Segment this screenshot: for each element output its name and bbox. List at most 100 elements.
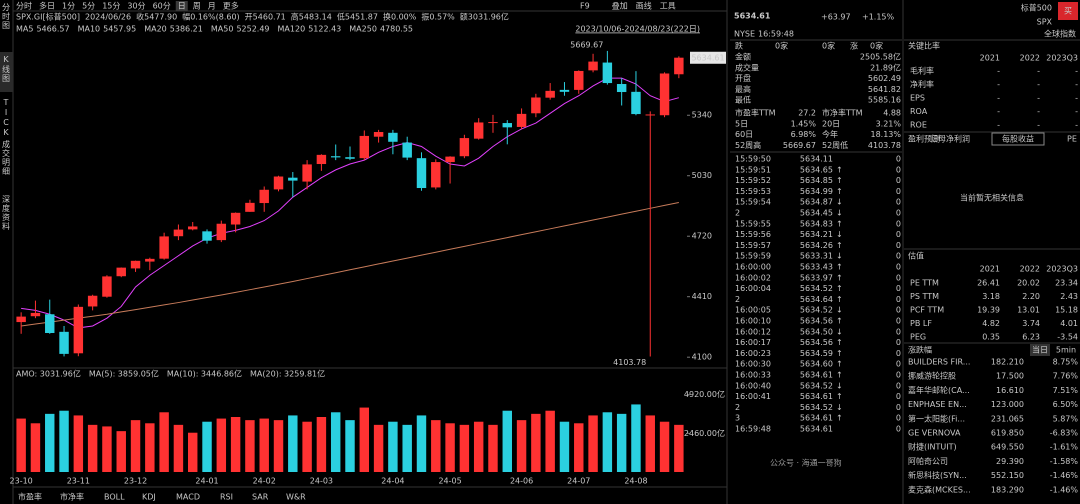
tick-price: 5634.56 xyxy=(800,338,833,347)
breadth: 0家 xyxy=(775,41,788,51)
period-button[interactable]: 60分 xyxy=(153,2,171,11)
stock-name[interactable]: 第一太阳能(Fi... xyxy=(908,413,965,423)
stock-price: 183.290 xyxy=(991,485,1024,494)
candle-body xyxy=(245,202,255,212)
stock-name[interactable]: 财捷(INTUIT) xyxy=(908,442,957,452)
tick-time: 2 xyxy=(735,403,740,412)
stock-name[interactable]: ENPHASE EN... xyxy=(908,400,967,409)
stock-name[interactable]: 阿帕奇公司 xyxy=(908,456,948,466)
tool-button[interactable]: 画线 xyxy=(636,1,652,11)
cell: 15.18 xyxy=(1055,306,1078,315)
volume-bar xyxy=(674,424,684,472)
period-button[interactable]: 1分 xyxy=(62,2,75,11)
forecast-tab[interactable]: 每股收益 xyxy=(1002,134,1034,144)
tick-time: 16:00:04 xyxy=(735,284,771,293)
period-button[interactable]: 分时 xyxy=(16,1,32,11)
period-button[interactable]: 日 xyxy=(178,2,186,11)
tick-time: 2 xyxy=(735,295,740,304)
ma-legend: MA50 xyxy=(211,25,234,34)
candle-body xyxy=(59,331,69,354)
stock-name[interactable]: GE VERNOVA xyxy=(908,429,961,438)
period-button[interactable]: 更多 xyxy=(223,1,239,11)
indicator-tab[interactable]: W&R xyxy=(286,493,306,502)
period-button[interactable]: 5分 xyxy=(82,2,95,11)
tool-button[interactable]: 叠加 xyxy=(612,1,628,11)
indicator-tab[interactable]: 市净率 xyxy=(60,492,84,502)
stock-change: -6.83% xyxy=(1050,429,1079,438)
indicator-tab[interactable]: BOLL xyxy=(104,493,125,502)
candle-body xyxy=(116,267,126,277)
candle-body xyxy=(373,132,384,137)
period-button[interactable]: 月 xyxy=(208,2,216,11)
stock-price: 16.610 xyxy=(996,386,1024,395)
tick-direction: ↑ xyxy=(836,295,843,304)
stat-label: 今年 xyxy=(822,129,838,139)
stock-name[interactable]: 嘉年华邮轮(CA... xyxy=(908,385,970,395)
forecast-tab[interactable]: 归母净利润 xyxy=(930,134,970,144)
stock-name[interactable]: 挪威游轮控股 xyxy=(908,371,956,381)
candle-body xyxy=(402,142,412,158)
tool-button[interactable]: F9 xyxy=(580,2,590,11)
buy-button[interactable]: 买 xyxy=(1064,7,1072,16)
indicator-tab[interactable]: RSI xyxy=(220,493,233,502)
tick-volume: 0 xyxy=(896,165,901,174)
side-tab[interactable]: K线图 xyxy=(2,55,11,83)
volume-bar xyxy=(173,424,184,472)
tick-direction: ↓ xyxy=(836,381,843,390)
period-button[interactable]: 15分 xyxy=(102,2,120,11)
stock-price: 182.210 xyxy=(991,358,1024,367)
tick-price: 5634.52 xyxy=(800,306,833,315)
side-tab[interactable]: 成交明细 xyxy=(2,139,11,176)
movers-tab[interactable]: 5min xyxy=(1056,346,1076,355)
stat-value: 3.21% xyxy=(876,119,902,128)
row-label: ROE xyxy=(910,121,927,130)
ma-line xyxy=(21,201,679,327)
candle-body xyxy=(359,135,370,159)
info-field: 振0.57% xyxy=(421,12,455,22)
side-tab[interactable]: 分时图 xyxy=(2,3,11,30)
period-button[interactable]: 30分 xyxy=(127,2,145,11)
stock-name[interactable]: BUILDERS FIR... xyxy=(908,358,970,367)
candle-body xyxy=(659,73,670,116)
candle-body xyxy=(159,236,169,259)
side-tab[interactable]: 深度资料 xyxy=(2,195,11,231)
y-tick-label: 4720 xyxy=(692,232,712,241)
tick-volume: 0 xyxy=(896,360,901,369)
change: +63.97 xyxy=(821,13,851,22)
row-label: PCF TTM xyxy=(910,306,944,315)
volume-bar xyxy=(87,424,98,472)
stock-name[interactable]: 麦克森(MCKES... xyxy=(908,484,971,494)
tick-direction: ↑ xyxy=(836,371,843,380)
active-tab-bg xyxy=(991,132,1045,146)
tick-direction: ↑ xyxy=(836,241,843,250)
stock-price: 231.065 xyxy=(991,414,1024,423)
candle-body xyxy=(531,97,541,114)
volume-bar xyxy=(359,407,370,472)
tick-volume: 0 xyxy=(896,338,901,347)
forecast-tab[interactable]: PE xyxy=(1067,135,1077,144)
column-header: 2022 xyxy=(1020,265,1040,274)
indicator-tab[interactable]: 市盈率 xyxy=(18,492,42,502)
indicator-tab[interactable]: MACD xyxy=(176,493,200,502)
cell: - xyxy=(1037,94,1040,103)
indicator-tab[interactable]: SAR xyxy=(252,493,269,502)
current-price: 5634.61 xyxy=(691,53,724,62)
stat-value: 21.89亿 xyxy=(870,62,901,72)
period-button[interactable]: 多日 xyxy=(39,1,55,11)
movers-tab[interactable]: 当日 xyxy=(1032,345,1048,355)
tool-button[interactable]: 工具 xyxy=(660,2,676,11)
volume-bar xyxy=(245,420,255,472)
tick-direction: ↑ xyxy=(836,360,843,369)
indicator-tab[interactable]: KDJ xyxy=(142,493,156,502)
side-tab[interactable]: TICK xyxy=(2,98,11,138)
tick-volume: 0 xyxy=(896,263,901,272)
tick-volume: 0 xyxy=(896,273,901,282)
volume-bar xyxy=(559,421,570,472)
tick-time: 15:59:55 xyxy=(735,219,771,228)
period-button[interactable]: 周 xyxy=(193,2,201,11)
stock-name[interactable]: 新思科技(SYN... xyxy=(908,470,967,480)
tick-time: 15:59:53 xyxy=(735,187,771,196)
tick-time: 15:59:52 xyxy=(735,176,771,185)
tick-time: 15:59:56 xyxy=(735,230,771,239)
